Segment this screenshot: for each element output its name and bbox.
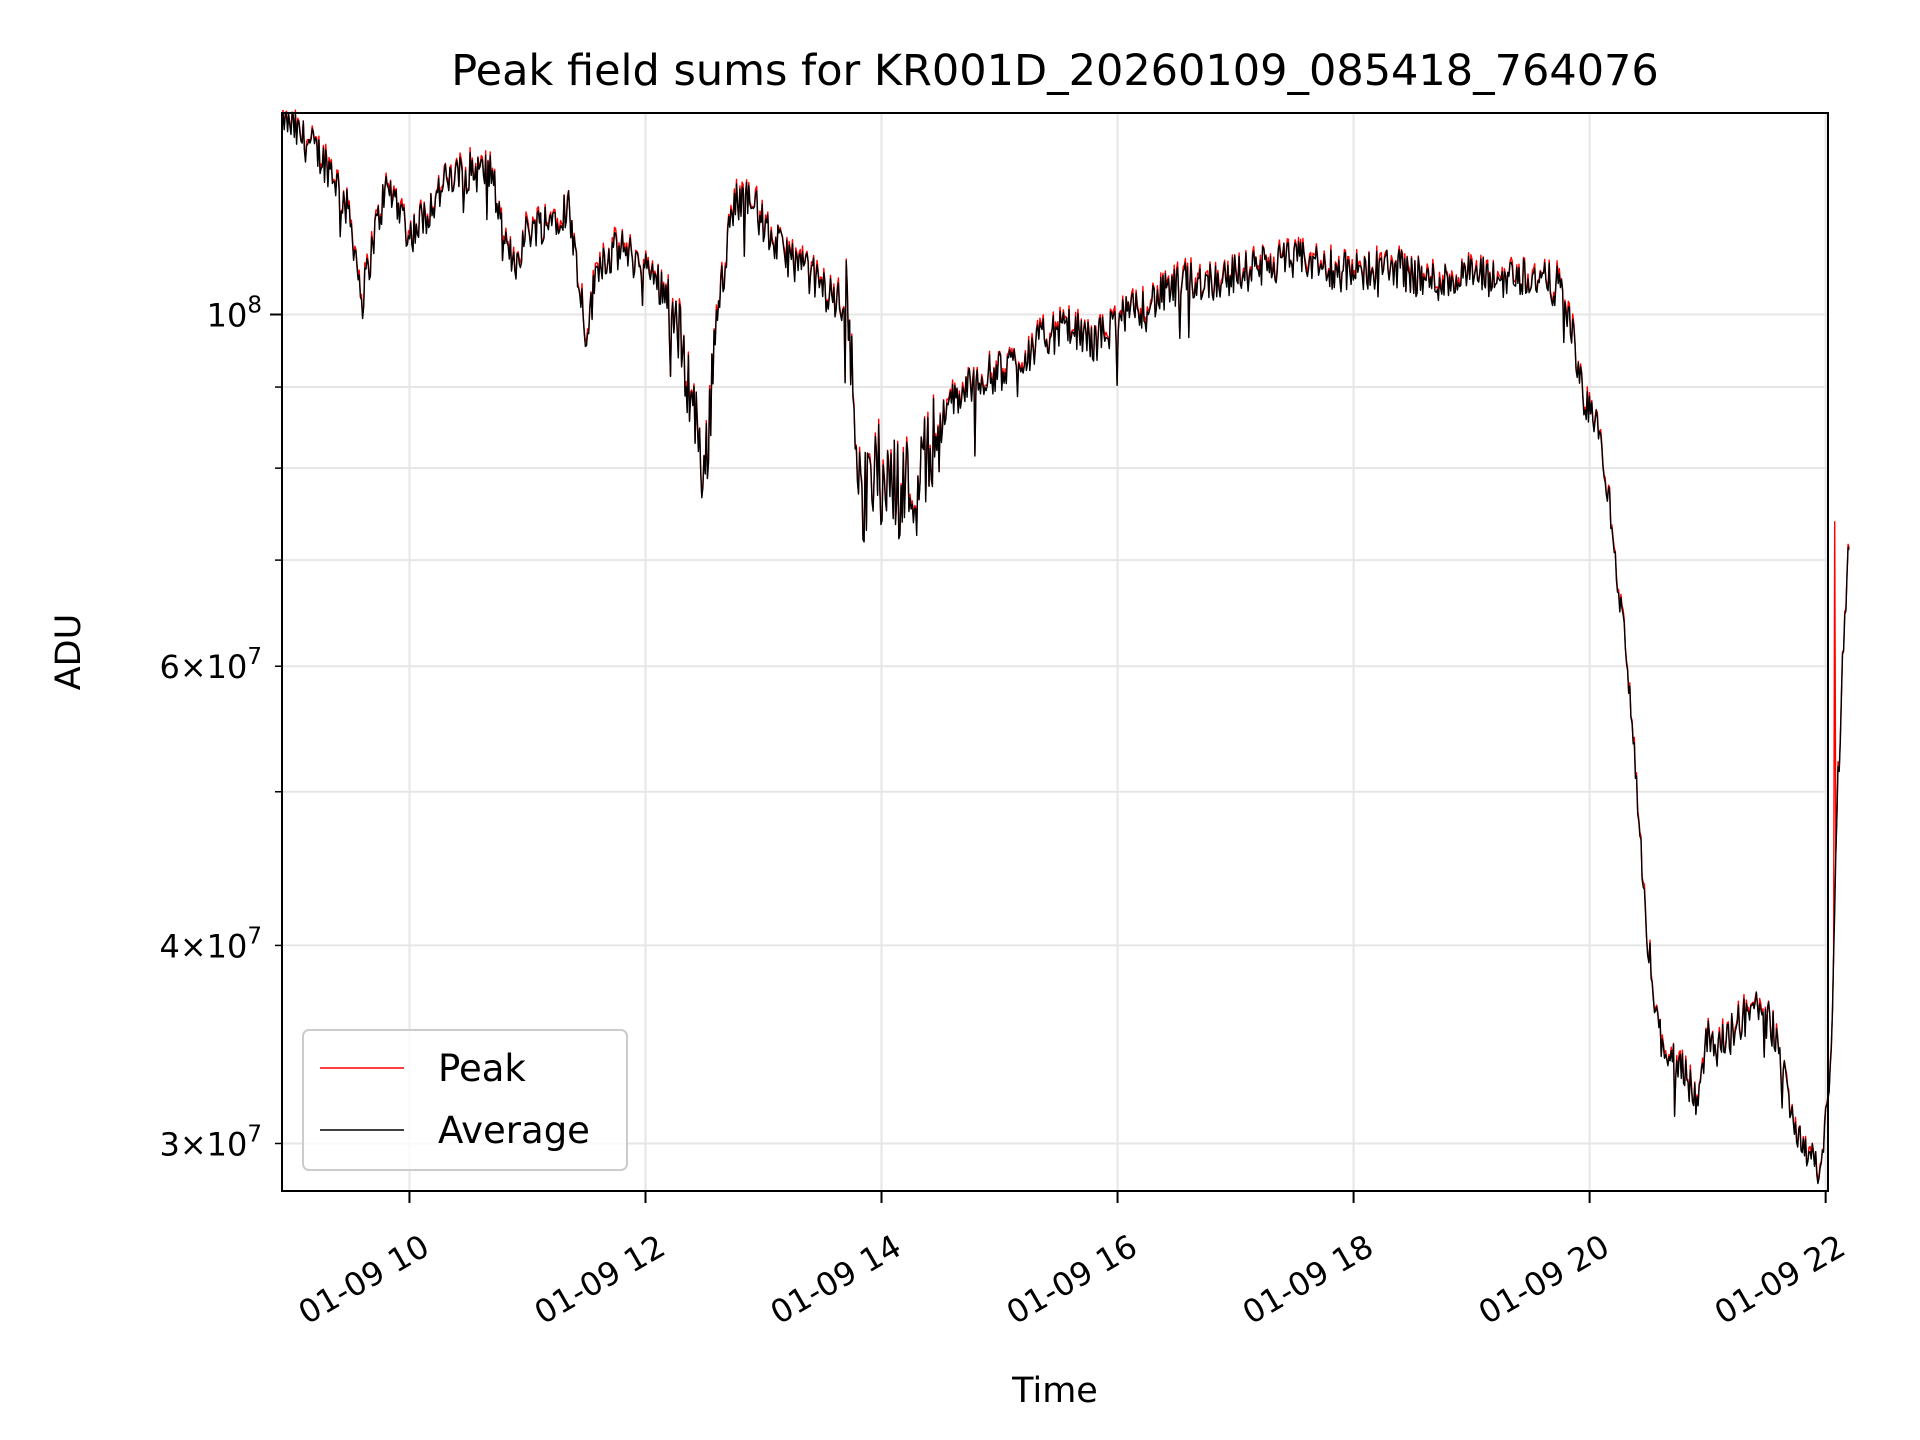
y-tick-label: 6×107	[159, 644, 262, 686]
legend-peak-label: Peak	[438, 1047, 526, 1090]
legend-average-label: Average	[438, 1109, 590, 1152]
y-tick-label: 108	[207, 293, 262, 335]
average-series-line	[282, 113, 1850, 1185]
plot-frame	[281, 112, 1829, 1192]
y-tick-label: 3×107	[159, 1121, 262, 1163]
series-layer	[281, 109, 1850, 1185]
legend: Peak Average	[302, 1029, 628, 1171]
y-axis-label: ADU	[49, 614, 89, 691]
y-tick-label: 4×107	[159, 923, 262, 965]
legend-box	[302, 1029, 628, 1171]
x-axis-label: Time	[1011, 1371, 1098, 1411]
chart-title: Peak field sums for KR001D_20260109_0854…	[451, 46, 1659, 96]
